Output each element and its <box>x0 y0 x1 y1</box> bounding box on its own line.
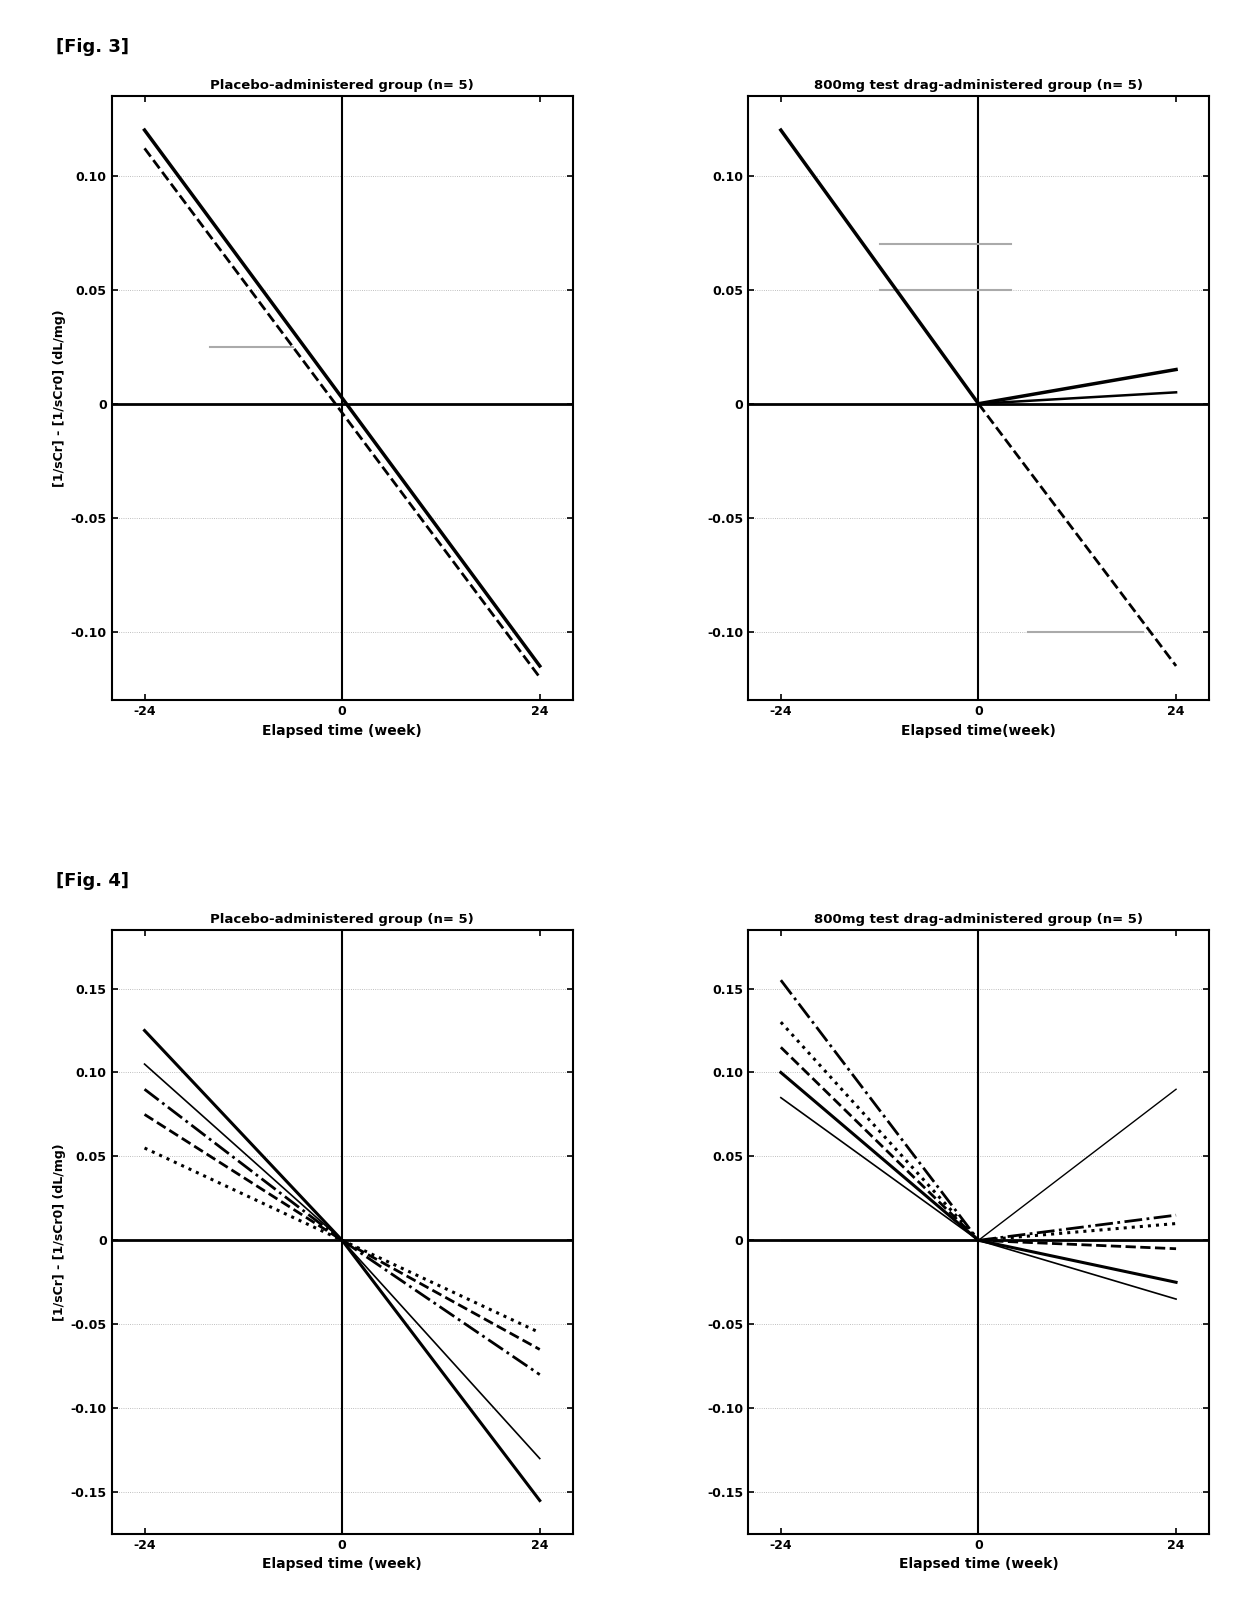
Title: 800mg test drag-administered group (n= 5): 800mg test drag-administered group (n= 5… <box>813 78 1143 93</box>
X-axis label: Elapsed time (week): Elapsed time (week) <box>899 1558 1058 1571</box>
Title: Placebo-administered group (n= 5): Placebo-administered group (n= 5) <box>211 78 474 93</box>
Y-axis label: [1/sCr] - [1/sCr0] (dL/mg): [1/sCr] - [1/sCr0] (dL/mg) <box>53 1143 67 1322</box>
Title: Placebo-administered group (n= 5): Placebo-administered group (n= 5) <box>211 912 474 925</box>
Title: 800mg test drag-administered group (n= 5): 800mg test drag-administered group (n= 5… <box>813 912 1143 925</box>
X-axis label: Elapsed time (week): Elapsed time (week) <box>263 1558 422 1571</box>
X-axis label: Elapsed time(week): Elapsed time(week) <box>901 724 1056 738</box>
Y-axis label: [1/sCr] - [1/sCr0] (dL/mg): [1/sCr] - [1/sCr0] (dL/mg) <box>53 308 67 487</box>
Text: [Fig. 3]: [Fig. 3] <box>56 38 129 56</box>
Text: [Fig. 4]: [Fig. 4] <box>56 873 129 890</box>
X-axis label: Elapsed time (week): Elapsed time (week) <box>263 724 422 738</box>
